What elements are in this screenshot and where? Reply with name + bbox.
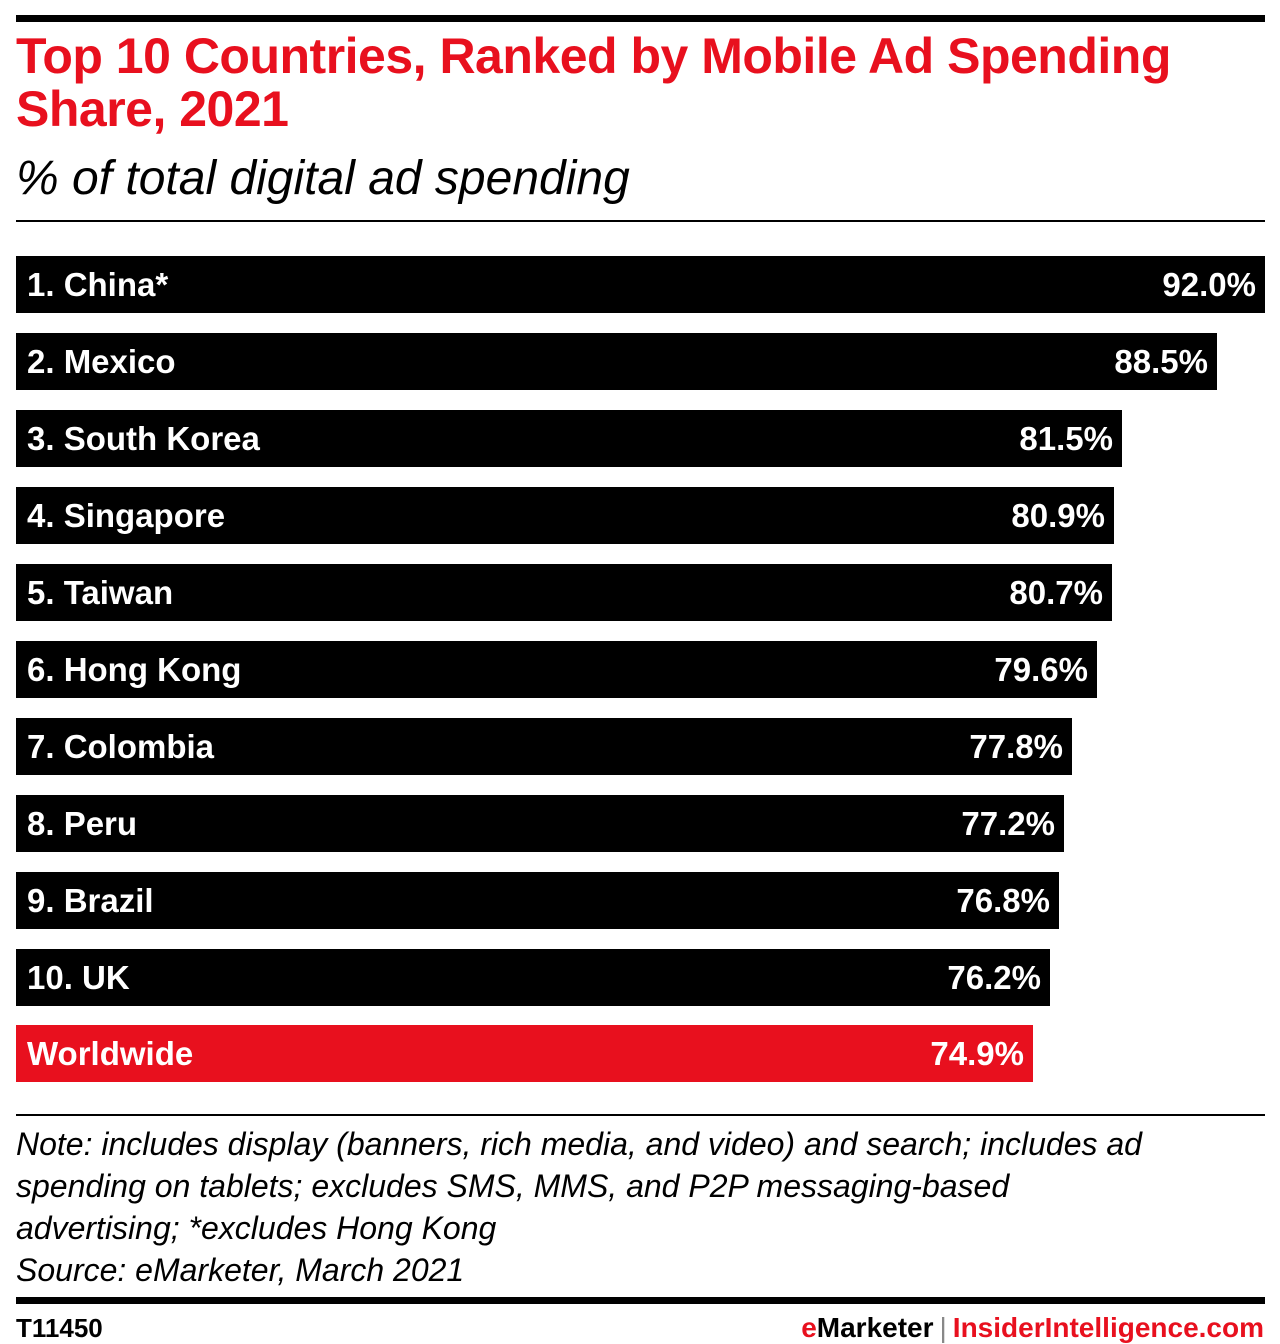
data-label: 81.5% — [1019, 420, 1113, 457]
data-label: 92.0% — [1162, 266, 1256, 303]
data-label: 88.5% — [1114, 343, 1208, 380]
category-label: 2. Mexico — [27, 343, 176, 380]
bar-6-hong-kong: 6. Hong Kong 79.6% — [16, 641, 1097, 698]
note-line: Note: includes display (banners, rich me… — [16, 1126, 1142, 1162]
bar-2-mexico: 2. Mexico 88.5% — [16, 333, 1217, 390]
site-link[interactable]: InsiderIntelligence.com — [952, 1312, 1264, 1343]
source-line: Source: eMarketer, March 2021 — [16, 1252, 465, 1288]
data-label: 80.7% — [1009, 574, 1103, 611]
note-line: advertising; *excludes Hong Kong — [16, 1210, 497, 1246]
category-label: Worldwide — [27, 1035, 194, 1072]
category-label: 4. Singapore — [27, 497, 226, 534]
data-label: 74.9% — [930, 1035, 1024, 1072]
bar-worldwide: Worldwide 74.9% — [16, 1025, 1033, 1082]
divider — [16, 220, 1265, 222]
category-label: 9. Brazil — [27, 882, 154, 919]
divider — [16, 1114, 1265, 1116]
data-label: 80.9% — [1011, 497, 1105, 534]
category-label: 8. Peru — [27, 805, 138, 842]
bar-10-uk: 10. UK 76.2% — [16, 949, 1050, 1006]
category-label: 1. China* — [27, 266, 169, 303]
brand-separator: | — [939, 1312, 947, 1343]
bar-5-taiwan: 5. Taiwan 80.7% — [16, 564, 1112, 621]
brand-e: e — [801, 1312, 817, 1343]
bar-3-south-korea: 3. South Korea 81.5% — [16, 410, 1122, 467]
category-label: 3. South Korea — [27, 420, 260, 457]
bar-8-peru: 8. Peru 77.2% — [16, 795, 1064, 852]
chart-title: Top 10 Countries, Ranked by Mobile Ad Sp… — [16, 28, 1171, 137]
data-label: 77.8% — [969, 728, 1063, 765]
chart-subtitle: % of total digital ad spending — [16, 152, 630, 205]
brand-name: Marketer — [816, 1312, 934, 1343]
bar-7-colombia: 7. Colombia 77.8% — [16, 718, 1072, 775]
data-label: 76.8% — [956, 882, 1050, 919]
chart-note: Note: includes display (banners, rich me… — [16, 1123, 1266, 1291]
category-label: 5. Taiwan — [27, 574, 174, 611]
category-label: 6. Hong Kong — [27, 651, 242, 688]
data-label: 77.2% — [961, 805, 1055, 842]
category-label: 10. UK — [27, 959, 130, 996]
note-line: spending on tablets; excludes SMS, MMS, … — [16, 1168, 1010, 1204]
bar-chart: 1. China* 92.0% 2. Mexico 88.5% 3. South Kor… — [16, 256, 1265, 1082]
bar-1-china: 1. China* 92.0% — [16, 256, 1265, 313]
bar-4-singapore: 4. Singapore 80.9% — [16, 487, 1114, 544]
chart-id: T11450 — [16, 1313, 103, 1343]
bottom-rule — [16, 1297, 1265, 1304]
brand-footer: eMarketer | InsiderIntelligence.com — [801, 1312, 1264, 1344]
data-label: 76.2% — [947, 959, 1041, 996]
bar-9-brazil: 9. Brazil 76.8% — [16, 872, 1059, 929]
data-label: 79.6% — [994, 651, 1088, 688]
top-rule — [16, 15, 1265, 22]
category-label: 7. Colombia — [27, 728, 215, 765]
